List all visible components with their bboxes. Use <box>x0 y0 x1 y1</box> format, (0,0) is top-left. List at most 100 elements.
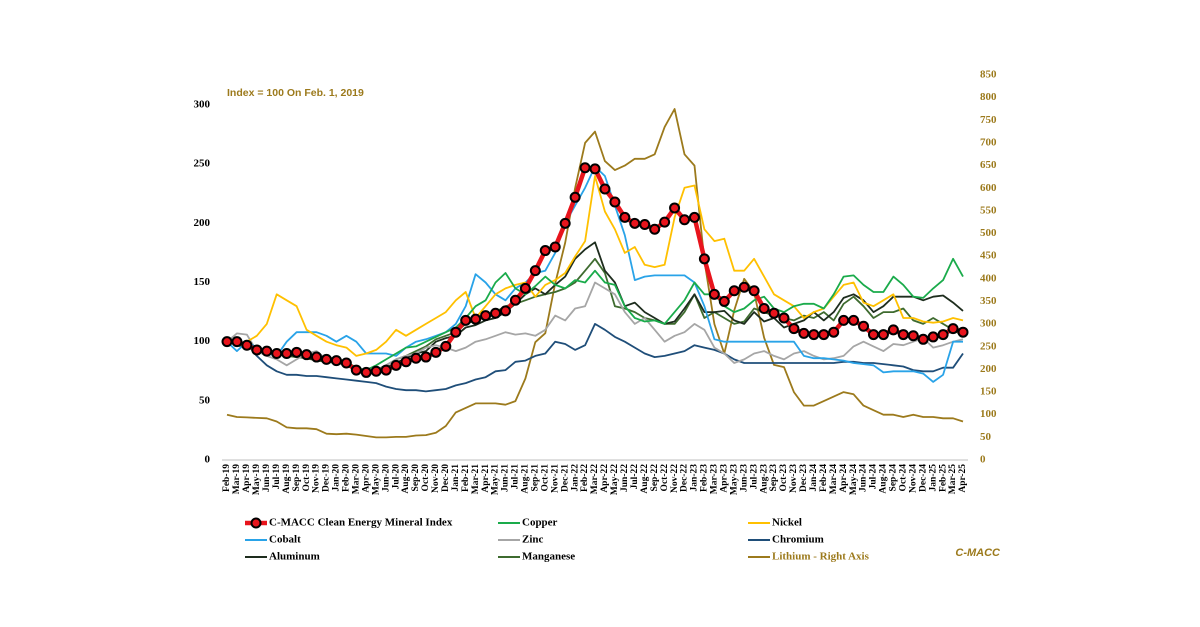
x-tick-label: Mar-25 <box>948 464 958 494</box>
data-point <box>917 333 929 345</box>
x-tick-label: Apr-22 <box>600 464 610 493</box>
x-tick-label: May-19 <box>252 464 262 495</box>
x-tick-label: Sep-21 <box>531 464 541 492</box>
x-tick-label: Mar-20 <box>351 464 361 494</box>
x-tick-label: Oct-22 <box>660 464 670 492</box>
data-point <box>937 329 949 341</box>
x-tick-label: May-22 <box>610 464 620 495</box>
data-point <box>320 353 332 365</box>
series-line <box>226 257 964 371</box>
data-point <box>330 355 342 367</box>
data-point <box>231 336 243 348</box>
data-point <box>251 344 263 356</box>
x-tick-label: Jun-23 <box>739 464 749 492</box>
x-tick-label: Feb-23 <box>700 464 710 492</box>
data-point <box>907 330 919 342</box>
x-tick-label: Mar-24 <box>829 464 839 494</box>
data-point <box>261 345 273 357</box>
data-point <box>679 214 691 226</box>
data-point <box>380 364 392 376</box>
data-point <box>410 352 422 364</box>
data-point <box>758 303 770 315</box>
data-point <box>400 356 412 368</box>
x-tick-label: Mar-19 <box>232 464 242 494</box>
data-point <box>728 285 740 297</box>
data-point <box>897 329 909 341</box>
data-point <box>828 326 840 338</box>
y-tick-label: 200 <box>194 217 211 229</box>
x-tick-label: Apr-24 <box>839 464 849 493</box>
y-tick-label: 150 <box>194 276 211 288</box>
data-point <box>957 326 969 338</box>
data-point <box>619 211 631 223</box>
data-point <box>639 219 651 231</box>
x-tick-label: Jul-24 <box>869 464 879 490</box>
x-tick-label: Oct-19 <box>302 464 312 492</box>
x-tick-label: Dec-19 <box>322 464 332 492</box>
legend-marker <box>250 517 262 529</box>
x-tick-label: Sep-22 <box>650 464 660 492</box>
x-tick-label: Nov-22 <box>670 464 680 493</box>
x-tick-label: May-24 <box>849 464 859 495</box>
y2-tick-label: 450 <box>980 250 997 262</box>
data-point <box>420 351 432 363</box>
data-point <box>490 307 502 319</box>
data-point <box>649 223 661 235</box>
data-point <box>559 217 571 229</box>
data-point <box>340 357 352 369</box>
x-tick-label: Dec-23 <box>799 464 809 492</box>
y-tick-label: 250 <box>194 158 211 170</box>
x-tick-label: May-20 <box>371 464 381 495</box>
y2-tick-label: 750 <box>980 114 997 126</box>
x-tick-label: Aug-22 <box>640 464 650 494</box>
data-point <box>669 202 681 214</box>
x-tick-label: Feb-19 <box>222 464 232 492</box>
data-point <box>460 314 472 326</box>
y2-tick-label: 550 <box>980 204 997 216</box>
data-point <box>480 310 492 322</box>
series-line <box>227 323 964 393</box>
data-point <box>848 314 860 326</box>
data-point <box>360 366 372 378</box>
x-tick-label: Jun-20 <box>381 464 391 492</box>
data-point <box>529 265 541 277</box>
x-tick-label: Jan-24 <box>809 464 819 492</box>
x-tick-label: Sep-24 <box>889 464 899 492</box>
data-point <box>818 329 830 341</box>
annotation: Index = 100 On Feb. 1, 2019 <box>227 87 364 99</box>
x-tick-label: Jul-19 <box>272 464 282 490</box>
y2-tick-label: 150 <box>980 386 997 398</box>
data-point <box>748 285 760 297</box>
x-tick-label: Sep-20 <box>411 464 421 492</box>
data-point <box>390 359 402 371</box>
legend-label: Cobalt <box>269 534 301 546</box>
source-note: C-MACC <box>955 547 1001 559</box>
data-point <box>499 305 511 317</box>
data-point <box>301 349 313 361</box>
x-tick-label: Apr-20 <box>361 464 371 493</box>
x-tick-label: May-21 <box>491 464 501 495</box>
x-tick-label: Dec-20 <box>441 464 451 492</box>
x-tick-label: Mar-22 <box>590 464 600 494</box>
x-tick-label: Feb-24 <box>819 464 829 492</box>
y2-tick-label: 600 <box>980 182 997 194</box>
x-tick-label: Dec-21 <box>560 464 570 492</box>
x-tick-label: Feb-20 <box>342 464 352 492</box>
x-tick-label: Nov-19 <box>312 464 322 493</box>
x-tick-label: May-23 <box>729 464 739 495</box>
x-tick-label: Nov-20 <box>431 464 441 493</box>
data-point <box>708 288 720 300</box>
y2-tick-label: 850 <box>980 69 997 81</box>
x-tick-label: Apr-25 <box>958 464 968 493</box>
legend-label: Lithium - Right Axis <box>772 551 870 563</box>
y2-tick-label: 50 <box>980 431 992 443</box>
data-point <box>589 163 601 175</box>
x-tick-label: Jun-24 <box>859 464 869 492</box>
data-point <box>609 196 621 208</box>
x-tick-label: Apr-19 <box>242 464 252 493</box>
y2-tick-label: 700 <box>980 136 997 148</box>
x-tick-label: Jan-23 <box>690 464 700 492</box>
x-tick-label: Apr-21 <box>481 464 491 493</box>
data-point <box>858 320 870 332</box>
y2-tick-label: 800 <box>980 91 997 103</box>
